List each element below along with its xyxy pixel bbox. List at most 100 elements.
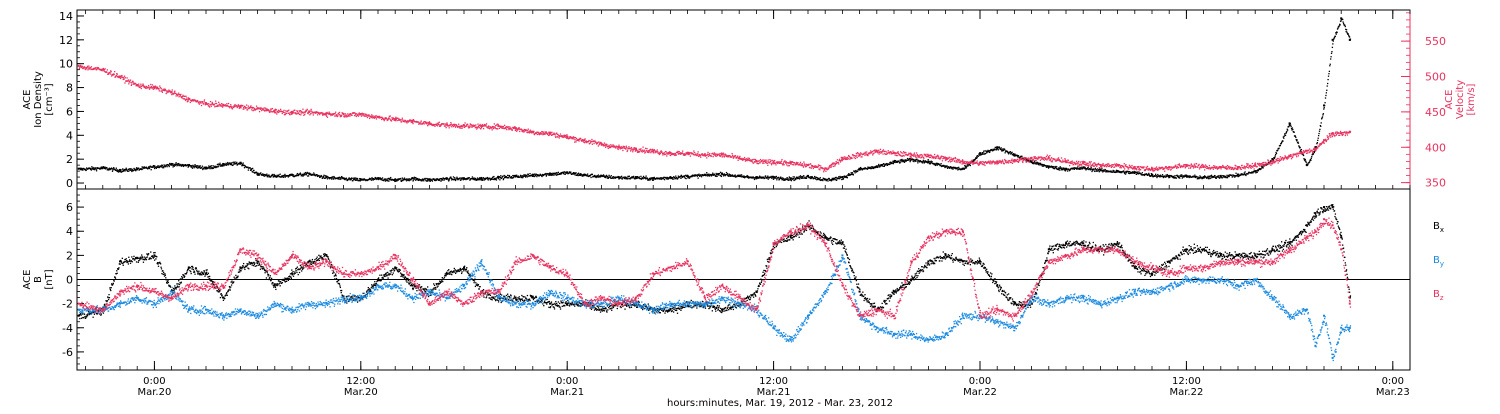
scatter-dot-density	[388, 180, 389, 181]
scatter-dot-velocity	[509, 126, 510, 127]
scatter-dot-velocity	[209, 106, 210, 107]
scatter-dot-density	[323, 176, 324, 177]
scatter-dot-velocity	[393, 118, 394, 119]
scatter-dot-velocity	[437, 125, 438, 126]
scatter-dot-density	[1216, 178, 1217, 179]
scatter-dot-density	[453, 176, 454, 177]
scatter-dot-velocity	[737, 156, 738, 157]
scatter-dot-density	[1053, 166, 1054, 167]
scatter-dot-velocity	[190, 102, 191, 103]
scatter-dot-velocity	[469, 125, 470, 126]
scatter-dot-density	[1322, 116, 1323, 117]
scatter-dot-density	[436, 180, 437, 181]
scatter-dot-velocity	[445, 125, 446, 126]
scatter-dot-velocity	[514, 126, 515, 127]
scatter-dot-velocity	[369, 118, 370, 119]
scatter-dot-density	[610, 176, 611, 177]
scatter-dot-density	[928, 159, 929, 160]
scatter-dot-density	[1295, 136, 1296, 137]
scatter-dot-density	[1292, 127, 1293, 128]
scatter-dot-velocity	[203, 103, 204, 104]
scatter-dot-velocity	[374, 118, 375, 119]
scatter-dot-density	[412, 178, 413, 179]
scatter-dot-velocity	[649, 150, 650, 151]
scatter-dot-velocity	[604, 145, 605, 146]
scatter-dot-density	[871, 168, 872, 169]
scatter-dot-density	[1084, 167, 1085, 168]
scatter-dot-density	[500, 175, 501, 176]
y-tick-label-top: 10	[59, 58, 73, 71]
scatter-dot-density	[525, 174, 526, 175]
scatter-dot-velocity	[697, 151, 698, 152]
scatter-dot-density	[1005, 152, 1006, 153]
scatter-dot-velocity	[139, 85, 140, 86]
scatter-dot-density	[96, 170, 97, 171]
scatter-dot-density	[1162, 174, 1163, 175]
scatter-dot-density	[202, 166, 203, 167]
scatter-dot-density	[783, 178, 784, 179]
scatter-dot-velocity	[104, 69, 105, 70]
scatter-dot-velocity	[591, 141, 592, 142]
scatter-dot-velocity	[737, 160, 738, 161]
scatter-dot-density	[1091, 167, 1092, 168]
scatter-dot-density	[851, 172, 852, 173]
scatter-dot-velocity	[834, 165, 835, 166]
scatter-dot-velocity	[477, 124, 478, 125]
scatter-dot-velocity	[567, 136, 568, 137]
scatter-dot-density	[226, 165, 227, 166]
right-axis-label-line: [km/s]	[1466, 83, 1477, 115]
scatter-dot-density	[1296, 139, 1297, 140]
scatter-dot-velocity	[127, 81, 128, 82]
scatter-dot-velocity	[754, 161, 755, 162]
scatter-dot-velocity	[129, 81, 130, 82]
scatter-dot-velocity	[102, 70, 103, 71]
scatter-dot-density	[242, 164, 243, 165]
scatter-dot-velocity	[555, 137, 556, 138]
scatter-dot-velocity	[608, 145, 609, 146]
scatter-dot-density	[1280, 145, 1281, 146]
scatter-dot-velocity	[573, 138, 574, 139]
scatter-dot-density	[1123, 171, 1124, 172]
scatter-dot-velocity	[766, 161, 767, 162]
scatter-dot-velocity	[808, 164, 809, 165]
scatter-dot-density	[541, 176, 542, 177]
scatter-dot-density	[1258, 170, 1259, 171]
scatter-dot-density	[473, 179, 474, 180]
scatter-dot-velocity	[406, 122, 407, 123]
scatter-dot-velocity	[848, 158, 849, 159]
scatter-dot-density	[820, 177, 821, 178]
scatter-dot-density	[175, 162, 176, 163]
scatter-dot-density	[1346, 32, 1347, 33]
scatter-dot-velocity	[135, 83, 136, 84]
panel-frame-top	[77, 10, 1410, 189]
scatter-dot-density	[482, 179, 483, 180]
scatter-dot-velocity	[114, 71, 115, 72]
scatter-dot-velocity	[697, 153, 698, 154]
scatter-dot-velocity	[598, 141, 599, 142]
scatter-dot-density	[498, 178, 499, 179]
scatter-dot-velocity	[178, 96, 179, 97]
scatter-dot-velocity	[721, 152, 722, 153]
scatter-dot-velocity	[205, 104, 206, 105]
scatter-dot-density	[529, 173, 530, 174]
scatter-dot-density	[455, 180, 456, 181]
scatter-dot-velocity	[840, 161, 841, 162]
scatter-dot-velocity	[840, 160, 841, 161]
scatter-dot-velocity	[376, 118, 377, 119]
scatter-dot-velocity	[510, 128, 511, 129]
scatter-dot-velocity	[310, 113, 311, 114]
scatter-dot-velocity	[771, 160, 772, 161]
scatter-dot-density	[218, 166, 219, 167]
scatter-dot-density	[765, 175, 766, 176]
scatter-dot-velocity	[491, 127, 492, 128]
scatter-dot-density	[1088, 167, 1089, 168]
scatter-dot-velocity	[259, 111, 260, 112]
scatter-dot-velocity	[197, 101, 198, 102]
scatter-dot-density	[404, 177, 405, 178]
scatter-dot-density	[1056, 166, 1057, 167]
scatter-dot-velocity	[592, 144, 593, 145]
scatter-dot-density	[215, 166, 216, 167]
scatter-dot-density	[272, 175, 273, 176]
scatter-dot-density	[857, 171, 858, 172]
